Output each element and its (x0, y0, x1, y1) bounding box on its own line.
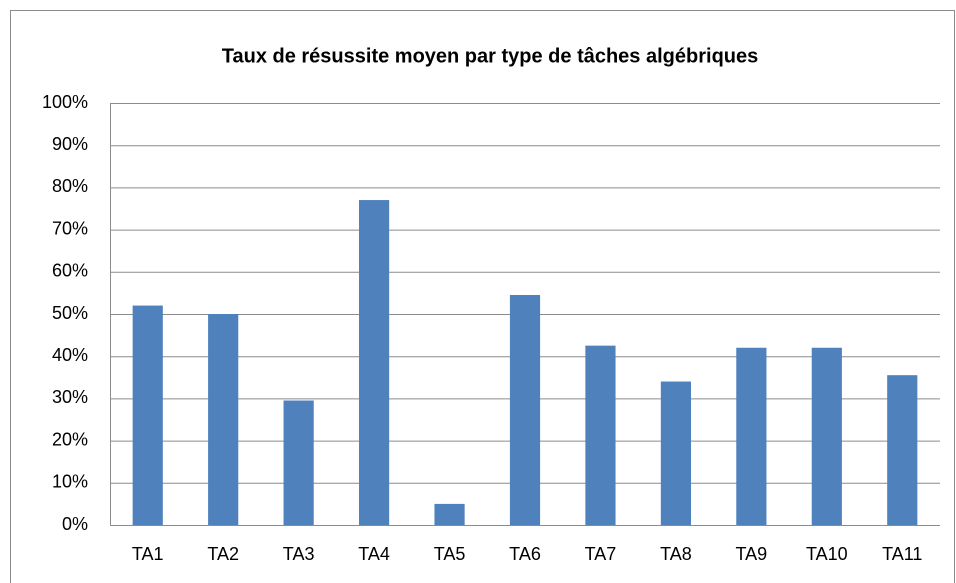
chart-border (10, 10, 955, 583)
bar (132, 305, 163, 525)
x-tick-label: TA9 (736, 544, 768, 564)
y-tick-label: 100% (42, 92, 88, 112)
x-tick-label: TA5 (434, 544, 466, 564)
y-tick-label: 0% (62, 514, 88, 534)
bar (208, 314, 239, 525)
bar (660, 381, 691, 525)
y-tick-label: 80% (52, 176, 88, 196)
x-tick-label: TA3 (283, 544, 315, 564)
y-tick-label: 90% (52, 134, 88, 154)
y-tick-label: 30% (52, 387, 88, 407)
y-tick-label: 60% (52, 261, 88, 281)
x-tick-label: TA10 (806, 544, 848, 564)
x-tick-label: TA2 (207, 544, 239, 564)
x-tick-label: TA6 (509, 544, 541, 564)
x-tick-label: TA7 (585, 544, 617, 564)
bar (811, 347, 842, 525)
x-tick-label: TA8 (660, 544, 692, 564)
y-tick-label: 50% (52, 303, 88, 323)
x-tick-label: TA1 (132, 544, 164, 564)
bar (887, 375, 918, 525)
x-tick-label: TA11 (882, 544, 922, 564)
y-tick-label: 10% (52, 472, 88, 492)
bar (434, 503, 465, 525)
bar (736, 347, 767, 525)
bar (585, 345, 616, 525)
bar (283, 400, 314, 525)
y-tick-label: 70% (52, 218, 88, 238)
x-tick-label: TA4 (358, 544, 390, 564)
chart-title: Taux de résussite moyen par type de tâch… (222, 45, 759, 67)
bar (359, 200, 390, 525)
bar (509, 295, 541, 525)
y-tick-label: 40% (52, 345, 88, 365)
y-tick-label: 20% (52, 429, 88, 449)
